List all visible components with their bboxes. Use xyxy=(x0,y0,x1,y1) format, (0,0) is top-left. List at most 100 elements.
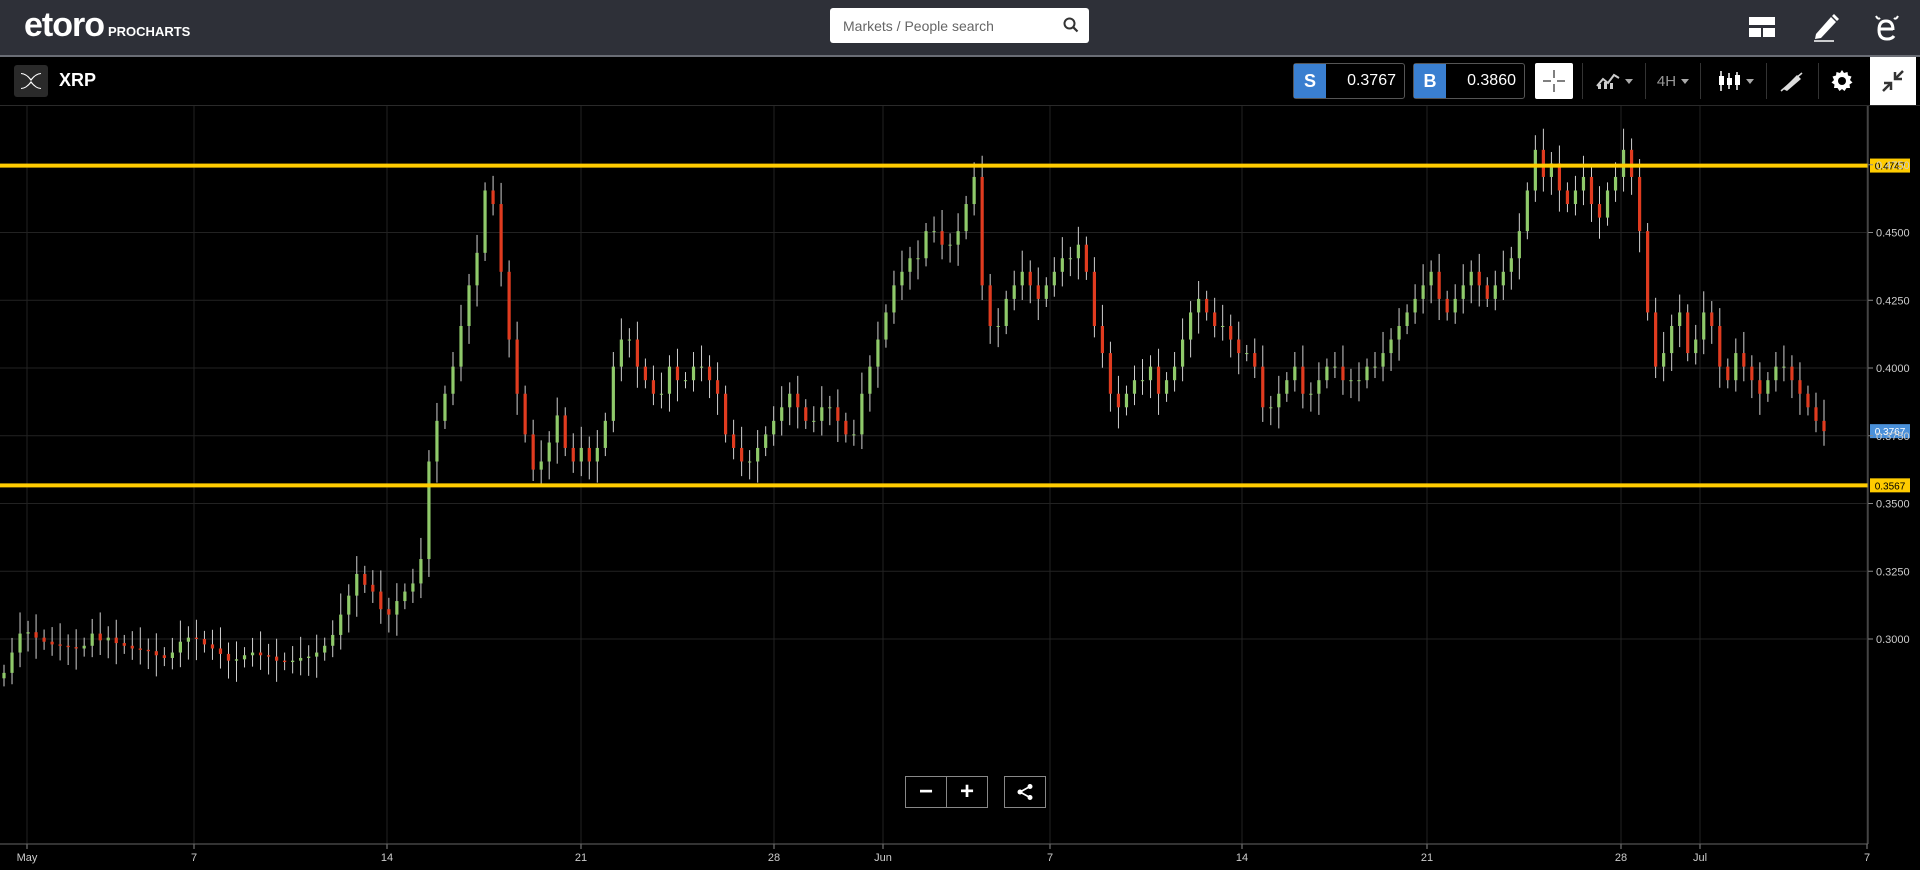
candle-body xyxy=(1629,149,1634,177)
candle-body xyxy=(579,447,583,462)
timeframe-selector[interactable]: 4H xyxy=(1650,63,1696,99)
gear-icon[interactable] xyxy=(1824,63,1860,99)
candle-body xyxy=(138,648,142,650)
candle-body xyxy=(130,645,134,649)
candle-body xyxy=(1469,271,1473,286)
candle-body xyxy=(603,420,607,448)
candle-body xyxy=(1437,271,1441,299)
candle-body xyxy=(996,325,1000,327)
search-icon[interactable] xyxy=(1063,17,1079,38)
candle-body xyxy=(90,633,94,646)
layout-icon[interactable] xyxy=(1745,10,1779,44)
sell-price-button[interactable]: S 0.3767 xyxy=(1293,63,1405,99)
zoom-in-button[interactable]: + xyxy=(947,776,988,808)
candle-body xyxy=(1261,366,1265,408)
candle-body xyxy=(788,393,792,408)
candle-body xyxy=(1477,271,1481,286)
candle-body xyxy=(66,645,70,648)
candle-body xyxy=(1237,339,1241,354)
toolbar-separator xyxy=(1582,63,1583,99)
candle-body xyxy=(1782,366,1786,368)
current-price-tag xyxy=(1870,424,1910,439)
candle-body xyxy=(194,637,199,639)
etoro-logo[interactable]: eToro PROCHARTS xyxy=(24,6,190,44)
y-tick-label: 0.3500 xyxy=(1876,499,1910,511)
search-input[interactable] xyxy=(830,8,1050,43)
indicators-icon[interactable] xyxy=(1590,63,1638,99)
candle-body xyxy=(1461,285,1465,299)
candle-body xyxy=(1068,258,1072,260)
candle-body xyxy=(146,649,150,652)
candle-body xyxy=(1389,339,1393,354)
header-divider xyxy=(0,55,1920,57)
pencil-icon[interactable] xyxy=(1809,10,1843,44)
candle-body xyxy=(1678,312,1682,326)
candle-body xyxy=(491,190,495,205)
candle-body xyxy=(1445,298,1449,313)
level-price-tag xyxy=(1870,478,1910,493)
candle-body xyxy=(836,407,840,421)
candle-body xyxy=(723,393,728,435)
candle-body xyxy=(371,584,375,592)
x-tick-label: 7 xyxy=(1047,852,1053,864)
candle-body xyxy=(948,244,952,246)
candle-body xyxy=(387,609,391,615)
candle-body xyxy=(748,461,752,463)
candle-body xyxy=(50,641,54,645)
candle-body xyxy=(1517,231,1521,259)
search-box[interactable] xyxy=(830,8,1089,43)
candle-body xyxy=(307,656,311,658)
buy-label: B xyxy=(1414,64,1446,98)
toolbar-separator xyxy=(1645,63,1646,99)
candle-body xyxy=(1589,176,1594,205)
x-tick-label: 28 xyxy=(1615,852,1627,864)
candle-body xyxy=(1405,312,1409,326)
drawing-tools-icon[interactable] xyxy=(1772,63,1812,99)
candle-body xyxy=(643,366,648,381)
candle-body xyxy=(114,637,118,644)
candle-body xyxy=(571,447,575,462)
candle-body xyxy=(1044,285,1048,299)
candle-body xyxy=(403,591,407,602)
candle-body xyxy=(1365,366,1369,381)
candle-body xyxy=(1012,285,1016,299)
y-tick-label: 0.4750 xyxy=(1876,160,1910,172)
candle-body xyxy=(2,672,6,679)
candlestick-icon[interactable] xyxy=(1710,63,1760,99)
candle-body xyxy=(1742,353,1746,367)
candle-body xyxy=(820,407,824,421)
candle-body xyxy=(740,447,744,462)
candle-body xyxy=(1325,366,1329,381)
zoom-controls: − + xyxy=(905,776,988,808)
level-price-tag xyxy=(1870,158,1910,173)
candle-body xyxy=(379,591,383,610)
candle-body xyxy=(1189,312,1193,340)
candle-body xyxy=(1116,393,1121,408)
y-tick-label: 0.4000 xyxy=(1876,363,1910,375)
current-price-label: 0.3767 xyxy=(1875,427,1906,438)
candle-body xyxy=(483,190,487,253)
fullscreen-toggle-icon[interactable] xyxy=(1870,57,1916,105)
horizontal-levels: 0.4747 0.3567 0.3767 xyxy=(0,158,1910,493)
candle-body xyxy=(1052,271,1056,286)
level-price-label: 0.4747 xyxy=(1875,162,1906,173)
candle-body xyxy=(1613,176,1618,191)
zoom-out-button[interactable]: − xyxy=(905,776,947,808)
etoro-app-icon[interactable] xyxy=(1870,10,1904,44)
candle-body xyxy=(1221,325,1225,327)
buy-price-button[interactable]: B 0.3860 xyxy=(1413,63,1525,99)
candle-body xyxy=(1317,380,1321,394)
candle-body xyxy=(555,415,559,443)
candle-body xyxy=(1381,353,1385,367)
candle-body xyxy=(932,231,936,233)
candle-body xyxy=(475,252,479,286)
crosshair-icon[interactable] xyxy=(1535,63,1573,99)
candle-body xyxy=(1357,380,1361,382)
candle-body xyxy=(1333,366,1337,368)
share-button[interactable] xyxy=(1004,776,1046,808)
candle-body xyxy=(451,366,455,394)
candle-body xyxy=(499,204,503,272)
candle-body xyxy=(619,339,623,367)
candle-body xyxy=(1702,312,1706,340)
